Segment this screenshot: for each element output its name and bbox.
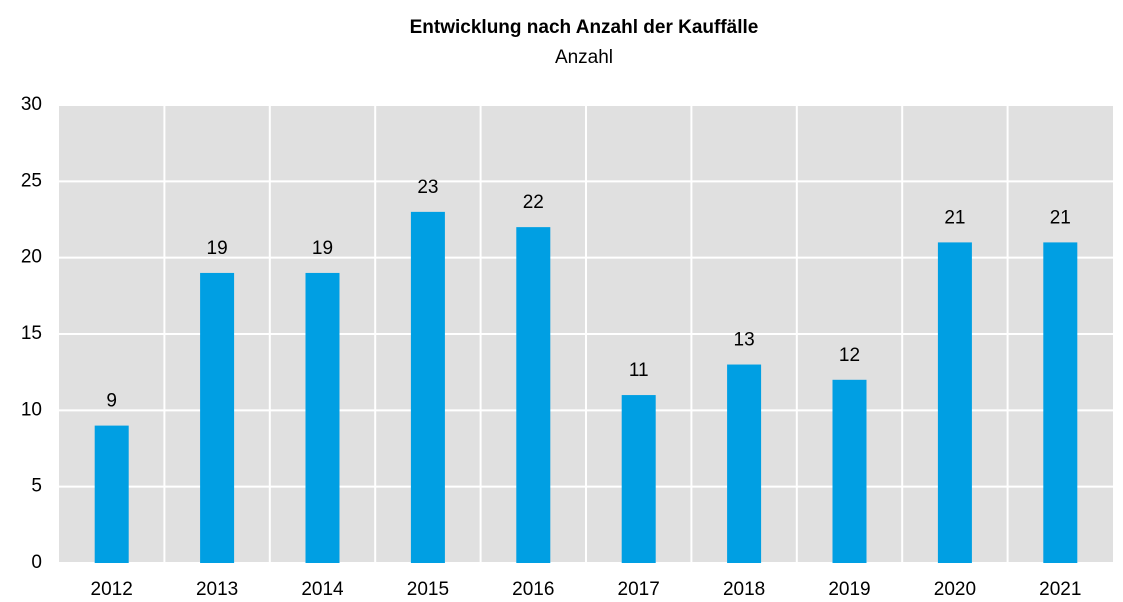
x-tick-label: 2014 [301,579,344,600]
x-tick-label: 2016 [512,579,554,600]
bar [305,272,340,563]
data-label: 22 [523,192,544,213]
x-tick-label: 2019 [828,579,870,600]
y-tick-label: 20 [21,247,42,268]
bar [94,425,129,563]
y-tick-label: 5 [31,476,42,497]
data-label: 23 [417,177,438,198]
data-label: 21 [944,207,965,228]
bar [621,395,656,563]
data-label: 11 [629,360,649,381]
data-label: 12 [839,345,860,366]
x-tick-label: 2017 [618,579,660,600]
bar [727,364,762,563]
x-tick-label: 2021 [1039,579,1081,600]
bar [1043,242,1078,563]
y-tick-label: 30 [21,94,42,115]
data-label: 21 [1050,207,1071,228]
x-tick-label: 2018 [723,579,765,600]
data-label: 19 [207,238,228,259]
y-tick-label: 15 [21,323,42,344]
data-label: 19 [312,238,333,259]
chart-subtitle: Anzahl [555,47,613,68]
x-tick-label: 2012 [91,579,133,600]
x-tick-label: 2020 [934,579,976,600]
x-tick-label: 2015 [407,579,449,600]
bar [200,272,235,563]
bar [516,227,551,563]
y-tick-label: 0 [31,552,42,573]
bar [937,242,972,563]
bar [832,379,867,563]
chart-title: Entwicklung nach Anzahl der Kauffälle [410,17,759,38]
data-label: 13 [734,330,755,351]
y-tick-label: 10 [21,399,42,420]
y-tick-label: 25 [21,170,42,191]
bar [410,211,445,563]
data-label: 9 [106,391,117,412]
x-tick-label: 2013 [196,579,238,600]
